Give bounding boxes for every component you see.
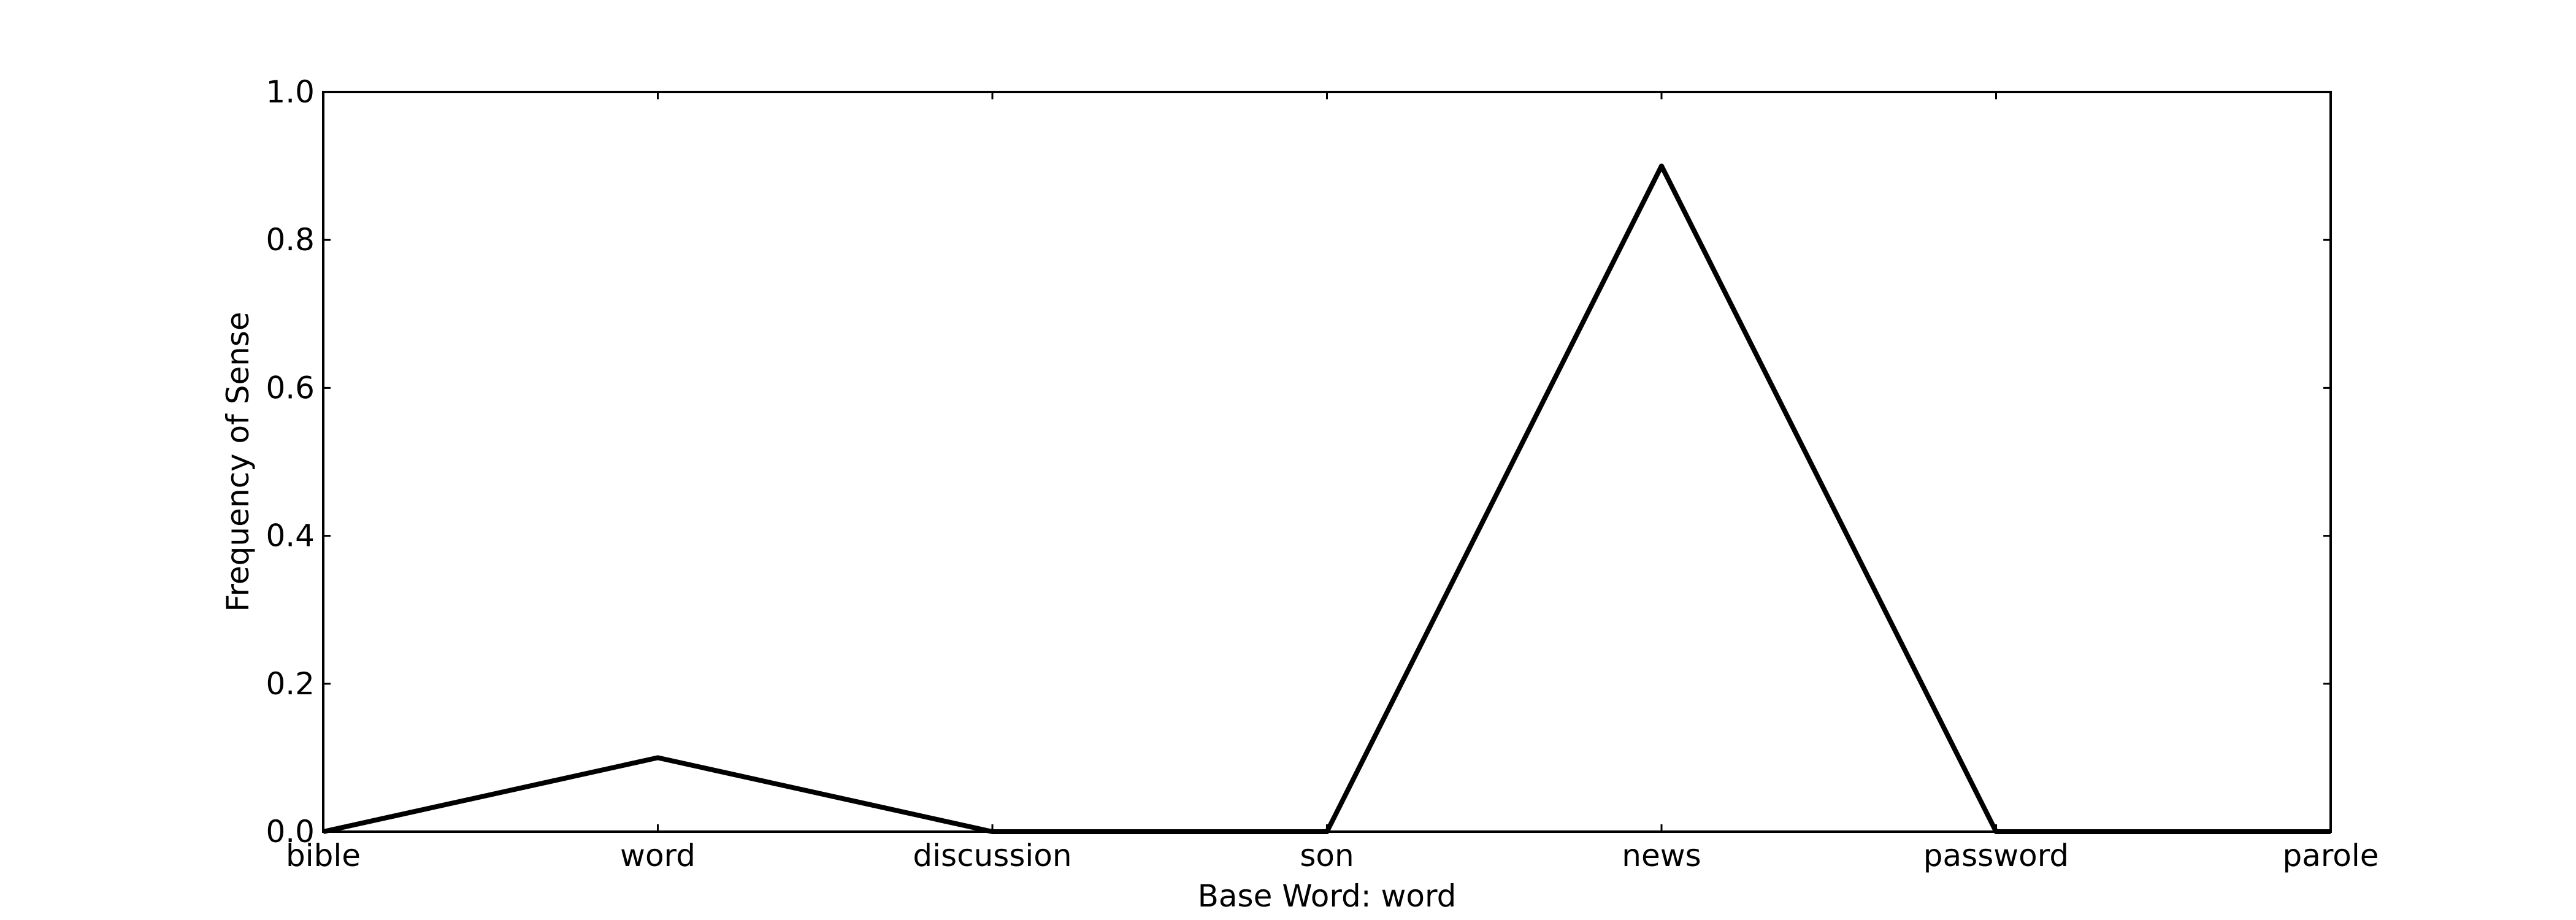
- x-tick-label: news: [1622, 838, 1701, 873]
- y-axis-label: Frequency of Sense: [220, 312, 256, 611]
- x-tick-label: password: [1923, 838, 2069, 873]
- y-tick-label: 0.8: [266, 222, 315, 258]
- plot-area-frame: [322, 91, 2332, 833]
- x-tick-label: discussion: [913, 838, 1071, 873]
- x-tick-label: parole: [2282, 838, 2379, 873]
- y-tick-label: 0.0: [266, 814, 315, 849]
- x-tick-label: bible: [286, 838, 361, 873]
- x-tick-label: word: [620, 838, 696, 873]
- y-tick-label: 1.0: [266, 74, 315, 110]
- y-tick-label: 0.6: [266, 370, 315, 405]
- y-tick-label: 0.4: [266, 518, 315, 554]
- y-tick-label: 0.2: [266, 666, 315, 702]
- x-axis-label: Base Word: word: [1198, 878, 1457, 914]
- y-tick-labels: 0.0 0.2 0.4 0.6 0.8 1.0: [266, 74, 315, 849]
- x-tick-label: son: [1300, 838, 1354, 873]
- x-tick-labels: bible word discussion son news password parole: [286, 838, 2379, 873]
